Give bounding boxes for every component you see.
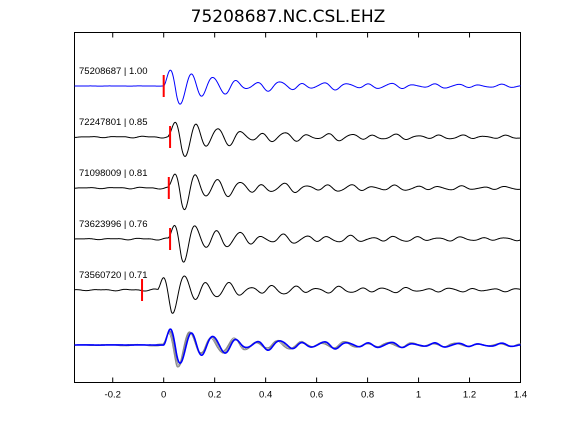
trace-line	[74, 121, 521, 157]
x-tick-label: 0.4	[259, 390, 272, 401]
trace-3: 73623996 | 0.76	[74, 219, 521, 263]
x-tick-label: 1.4	[514, 390, 527, 401]
trace-label: 71098009 | 0.81	[79, 168, 148, 179]
trace-2: 71098009 | 0.81	[74, 168, 521, 211]
stack-trace	[74, 330, 521, 364]
traces-layer: 75208687 | 1.00 72247801 | 0.85 71098009 |…	[74, 66, 521, 314]
x-tick-label: 0	[161, 390, 166, 401]
x-tick-label: 0.8	[361, 390, 374, 401]
stack-trace	[74, 331, 521, 368]
stack-layer	[74, 328, 521, 368]
x-tick-label: -0.2	[105, 390, 121, 401]
trace-4: 73560720 | 0.71	[74, 270, 521, 314]
trace-label: 73623996 | 0.76	[79, 219, 148, 230]
x-tick-label: 1	[416, 390, 421, 401]
trace-label: 72247801 | 0.85	[79, 117, 148, 128]
trace-0: 75208687 | 1.00	[74, 66, 521, 105]
trace-line	[74, 224, 521, 263]
chart-title: 75208687.NC.CSL.EHZ	[191, 7, 386, 27]
x-tick-label: 0.6	[310, 390, 323, 401]
trace-label: 75208687 | 1.00	[79, 66, 148, 77]
trace-line	[74, 173, 521, 211]
x-axis: -0.2 0 0.2 0.4 0.6 0.8 1 1.2 1.4	[105, 32, 527, 401]
trace-line	[74, 69, 521, 105]
plot-frame	[74, 32, 521, 383]
stack-trace	[74, 331, 521, 368]
stack-reference-trace	[74, 328, 521, 364]
trace-1: 72247801 | 0.85	[74, 117, 521, 157]
x-tick-label: 0.2	[208, 390, 221, 401]
x-tick-label: 1.2	[463, 390, 476, 401]
trace-line	[74, 275, 521, 314]
stack-trace	[74, 331, 521, 366]
trace-label: 73560720 | 0.71	[79, 270, 148, 281]
